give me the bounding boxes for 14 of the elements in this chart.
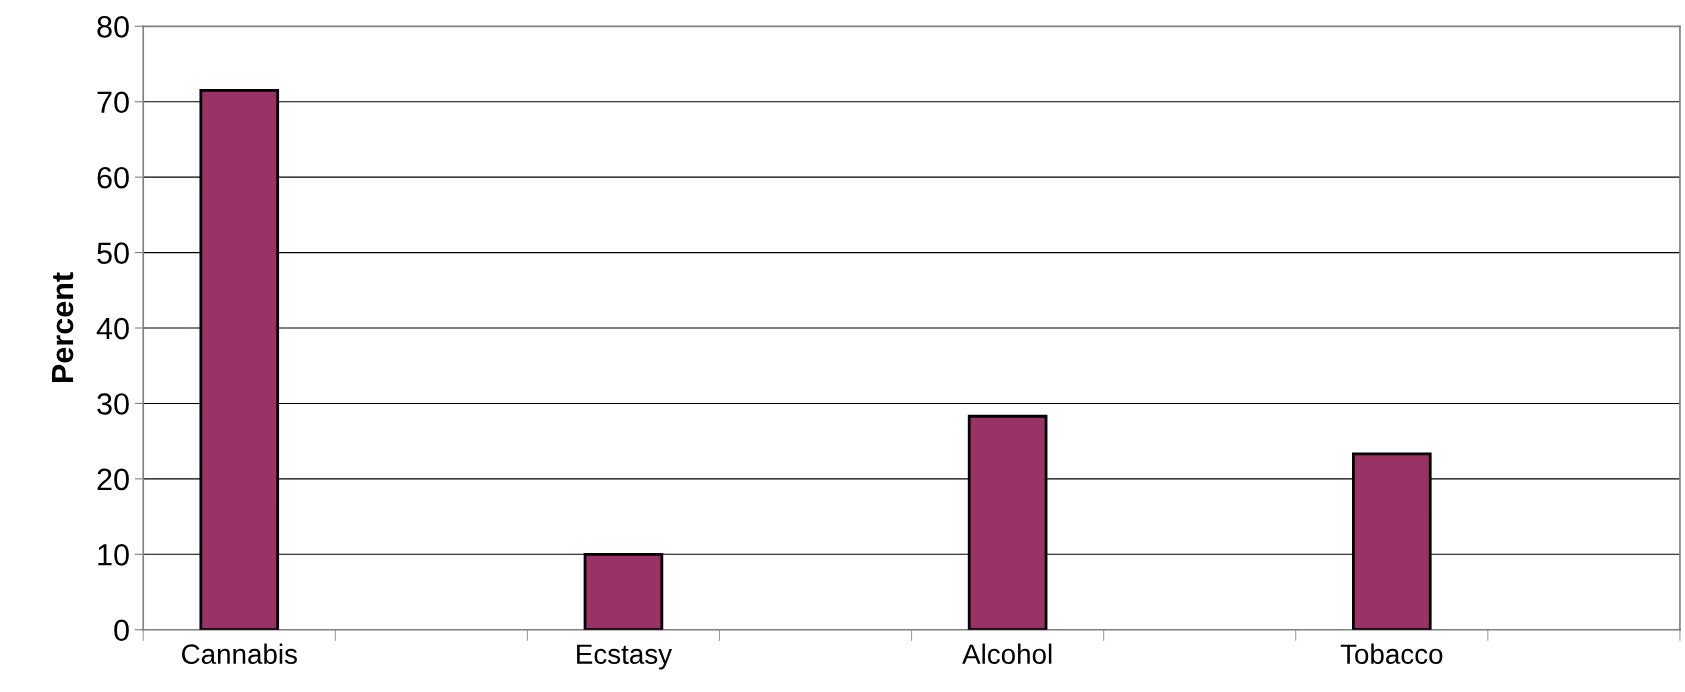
y-tick-label: 80 bbox=[97, 16, 129, 38]
y-tick-label: 60 bbox=[97, 166, 129, 189]
y-axis-title: Percent bbox=[52, 272, 74, 383]
y-tick-label: 10 bbox=[98, 544, 129, 566]
y-tick-label: 0 bbox=[114, 619, 129, 642]
x-tick-label: Ecstasy bbox=[577, 644, 673, 670]
x-tick-label: Tobacco bbox=[1340, 643, 1443, 665]
x-tick-label: Cannabis bbox=[182, 643, 297, 665]
y-tick-label: 50 bbox=[97, 242, 129, 264]
x-tick-label: Alcohol bbox=[962, 643, 1052, 665]
y-tick-label: 70 bbox=[97, 91, 129, 114]
y-tick-label: 20 bbox=[97, 468, 129, 491]
y-tick-label: 30 bbox=[97, 393, 129, 415]
y-tick-label: 40 bbox=[96, 317, 129, 340]
